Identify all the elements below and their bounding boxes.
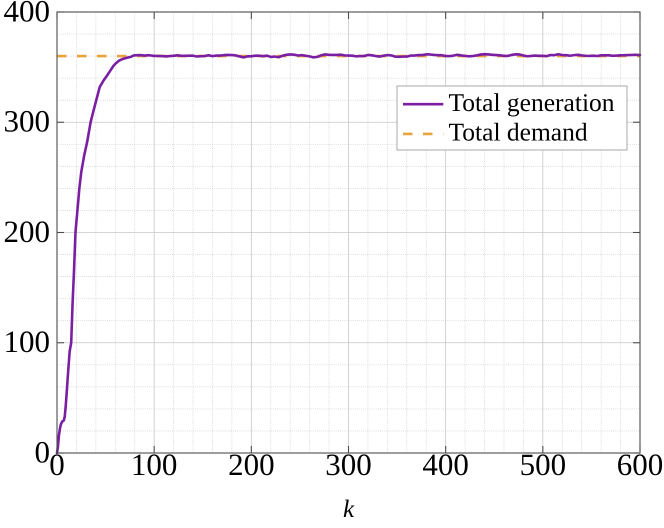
svg-text:300: 300 [4, 104, 51, 139]
svg-text:500: 500 [520, 447, 567, 482]
svg-text:Total generation: Total generation [449, 88, 615, 117]
svg-text:0: 0 [49, 447, 65, 482]
svg-text:400: 400 [422, 447, 469, 482]
svg-text:600: 600 [617, 447, 664, 482]
svg-text:100: 100 [4, 324, 51, 359]
svg-text:Total demand: Total demand [449, 117, 588, 146]
svg-text:0: 0 [35, 434, 51, 469]
svg-text:200: 200 [228, 447, 275, 482]
svg-text:100: 100 [131, 447, 178, 482]
svg-text:200: 200 [4, 214, 51, 249]
svg-text:400: 400 [4, 0, 51, 28]
svg-text:k: k [343, 496, 355, 523]
svg-text:300: 300 [325, 447, 372, 482]
